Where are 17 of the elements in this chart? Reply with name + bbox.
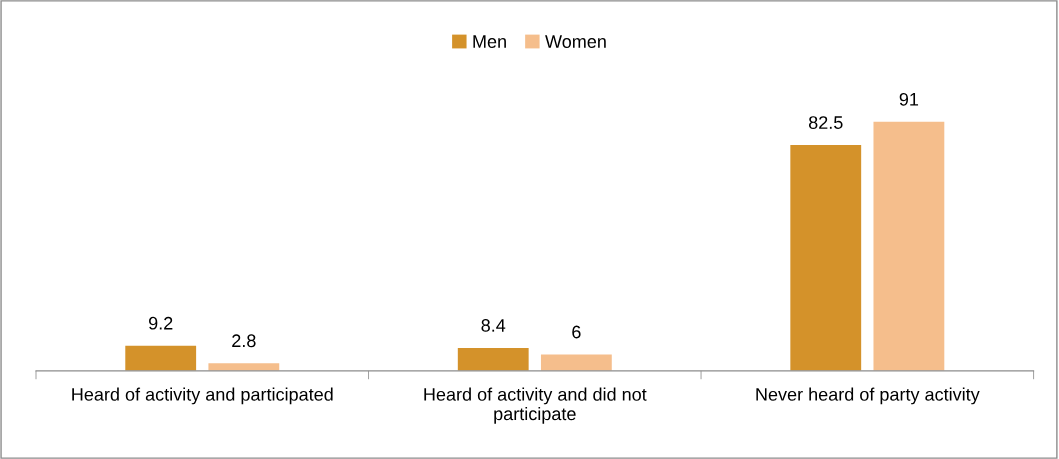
x-tick-label: Heard of activity and participated	[72, 387, 333, 405]
x-tick-label: Never heard of party activity	[756, 387, 980, 405]
bar	[208, 363, 280, 371]
data-label: 8.4	[481, 319, 506, 332]
data-label: 2.8	[232, 334, 256, 348]
x-tick-label: Heard of activity and did not participate	[424, 387, 647, 424]
bar	[540, 354, 612, 371]
legend-label: Men	[473, 35, 506, 48]
bar	[873, 121, 945, 371]
bar	[790, 145, 862, 371]
bar	[125, 345, 197, 371]
data-label: 82.5	[808, 116, 843, 129]
legend-label: Women	[545, 35, 606, 48]
data-label: 91	[899, 92, 919, 106]
data-label: 9.2	[149, 316, 173, 330]
data-label: 6	[572, 325, 581, 339]
bar	[457, 347, 529, 371]
